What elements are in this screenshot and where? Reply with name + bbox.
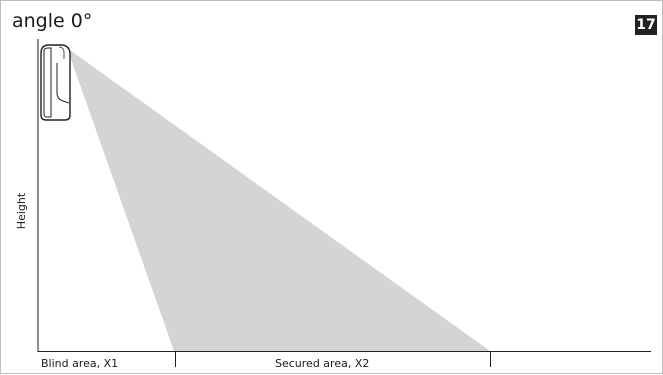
diagram-title: angle 0° bbox=[12, 10, 93, 32]
coverage-area bbox=[67, 48, 490, 351]
y-axis-label: Height bbox=[15, 192, 28, 230]
motion-sensor-icon bbox=[40, 44, 71, 121]
figure-number-badge: 17 bbox=[635, 15, 657, 35]
secured-area-label: Secured area, X2 bbox=[275, 357, 370, 370]
blind-area-label: Blind area, X1 bbox=[41, 357, 119, 370]
